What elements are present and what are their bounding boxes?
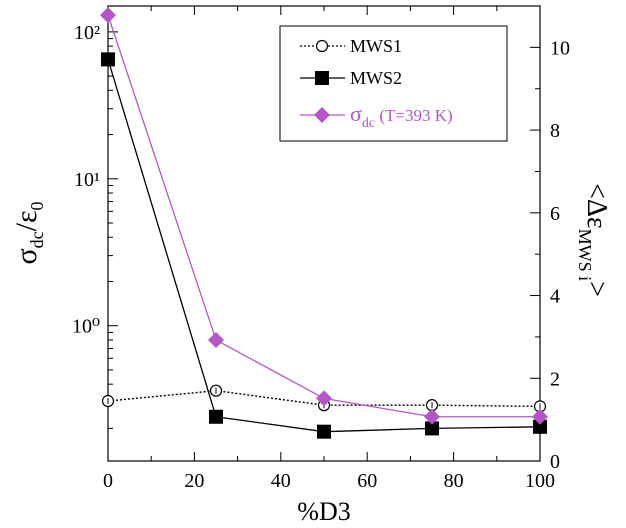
data-point: [100, 7, 116, 24]
right-tick-label: 10: [550, 37, 570, 59]
x-tick-label: 40: [271, 470, 291, 492]
right-tick-label: 0: [550, 451, 560, 473]
right-tick-label: 8: [550, 120, 560, 142]
legend-marker: [315, 71, 329, 85]
axes: 0 20 40 60 80 100 10⁰ 10¹ 10² 0 2 4 6 8 10: [72, 6, 570, 492]
x-tick-label: 0: [103, 470, 113, 492]
data-point: [533, 419, 547, 434]
legend-marker: [314, 107, 330, 123]
x-axis-title: %D3: [297, 497, 350, 526]
legend-label: MWS1: [350, 36, 402, 56]
legend-label: σdc (T=393 K): [350, 101, 453, 131]
data-point: [424, 408, 440, 425]
data-point: [532, 408, 548, 425]
right-tick-label: 6: [550, 203, 560, 225]
right-axis-title: <ΔεMWS i>: [575, 183, 612, 297]
legend-label: MWS2: [350, 68, 402, 88]
left-tick-label: 10²: [74, 22, 100, 44]
right-tick-label: 2: [550, 368, 560, 390]
x-tick-label: 80: [444, 470, 464, 492]
left-tick-label: 10¹: [74, 169, 100, 191]
series-filled-square: [101, 52, 547, 439]
data-point: [208, 331, 224, 348]
data-point: [209, 409, 223, 424]
data-point: [101, 52, 115, 67]
series-filled-diamond: [100, 7, 548, 425]
x-tick-label: 100: [525, 470, 555, 492]
left-tick-label: 10⁰: [72, 316, 100, 338]
legend: MWS1 MWS2 σdc (T=393 K): [279, 25, 508, 142]
data-point: [316, 390, 332, 407]
legend-marker: [315, 39, 329, 53]
data-point: [317, 424, 331, 439]
left-axis-title: σdc/ε0: [10, 201, 47, 264]
right-tick-label: 4: [550, 286, 560, 308]
series-layer: [100, 7, 548, 439]
x-tick-label: 20: [184, 470, 204, 492]
x-tick-label: 60: [357, 470, 377, 492]
data-point: [425, 421, 439, 436]
